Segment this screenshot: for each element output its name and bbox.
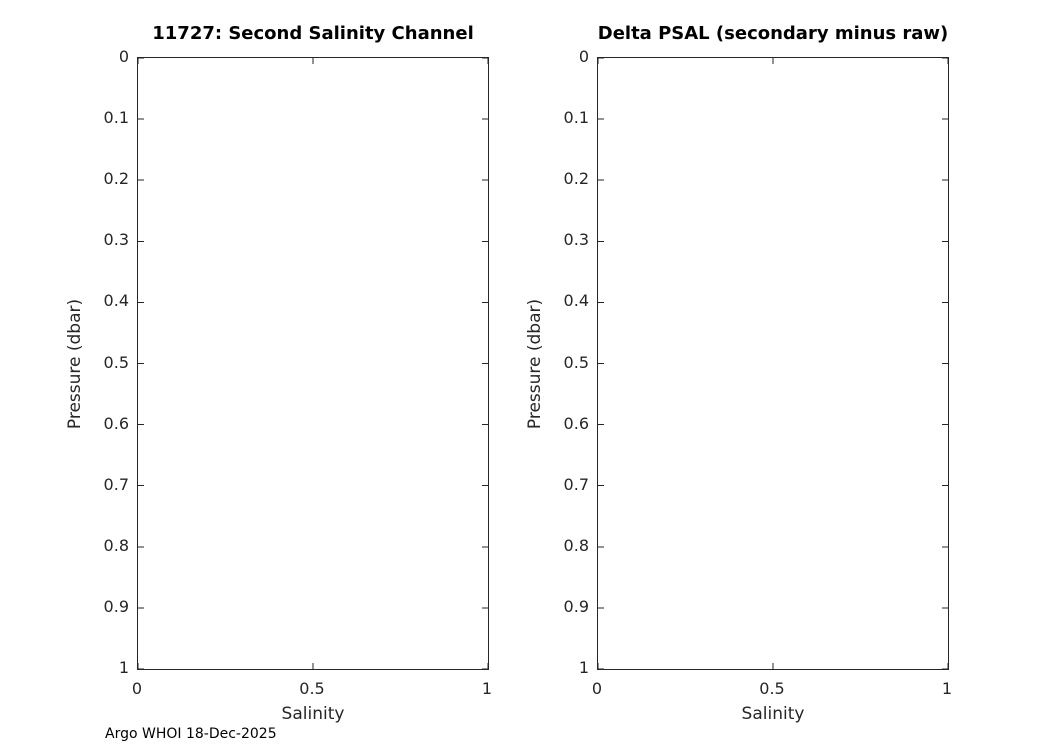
x-tick-label: 0.5 [759, 679, 785, 698]
y-tick-label: 0.9 [103, 596, 129, 616]
y-tick-label: 0.3 [563, 230, 589, 250]
plot-area [597, 57, 949, 670]
x-tick-label: 0.5 [299, 679, 325, 698]
y-tick-label: 0.6 [103, 413, 129, 433]
plot-area [137, 57, 489, 670]
y-tick-label: 0.1 [563, 108, 589, 128]
y-tick-label: 0.7 [563, 474, 589, 494]
y-tick-label: 0.3 [103, 230, 129, 250]
x-tick-label: 0 [131, 679, 143, 698]
y-tick-label: 0.6 [563, 413, 589, 433]
y-tick-label: 0.2 [563, 169, 589, 189]
y-tick-label: 0.4 [103, 291, 129, 311]
y-tick-label: 0.5 [103, 352, 129, 372]
x-axis-label: Salinity [741, 704, 805, 724]
y-tick-label: 0.7 [103, 474, 129, 494]
y-tick-label: 0 [118, 47, 129, 66]
y-tick-label: 0.8 [103, 535, 129, 555]
y-tick-label: 0.2 [103, 169, 129, 189]
y-tick-label: 1 [118, 658, 129, 677]
right-plot: Delta PSAL (secondary minus raw) Pressur… [525, 23, 952, 724]
y-tick-label: 0 [578, 47, 589, 66]
y-tick-label: 0.1 [103, 108, 129, 128]
y-tick-label: 0.9 [563, 596, 589, 616]
plot-title: Delta PSAL (secondary minus raw) [597, 23, 949, 44]
y-tick-label: 0.8 [563, 535, 589, 555]
left-plot: 11727: Second Salinity Channel Pressure … [65, 23, 492, 724]
plot-title: 11727: Second Salinity Channel [152, 23, 474, 44]
footer-text: Argo WHOI 18-Dec-2025 [105, 726, 277, 742]
x-tick-label: 1 [481, 679, 493, 698]
axis-ticks [598, 58, 948, 669]
x-axis-label: Salinity [281, 704, 345, 724]
y-tick-label: 1 [578, 658, 589, 677]
x-tick-label: 0 [591, 679, 603, 698]
y-tick-label: 0.5 [563, 352, 589, 372]
y-tick-label: 0.4 [563, 291, 589, 311]
x-tick-label: 1 [941, 679, 953, 698]
axis-ticks [138, 58, 488, 669]
